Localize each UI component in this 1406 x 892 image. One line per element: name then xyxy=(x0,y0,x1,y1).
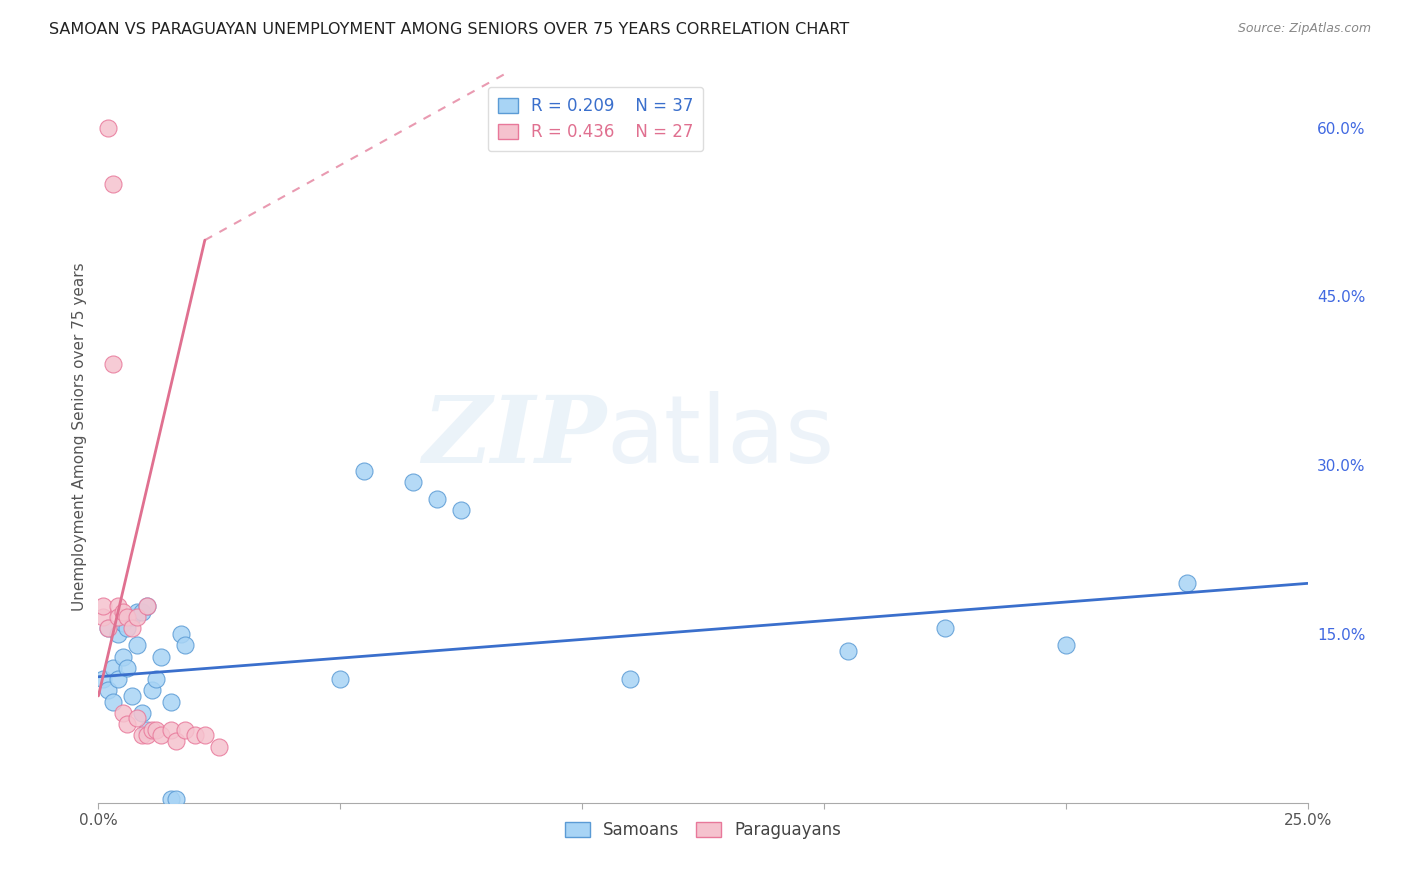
Point xyxy=(174,723,197,737)
Point xyxy=(127,605,149,619)
Point xyxy=(101,661,124,675)
Point xyxy=(91,599,114,613)
Point xyxy=(619,672,641,686)
Point xyxy=(837,644,859,658)
Point xyxy=(97,120,120,135)
Point xyxy=(329,672,352,686)
Point xyxy=(111,615,134,630)
Point xyxy=(107,610,129,624)
Point xyxy=(135,599,157,613)
Point xyxy=(194,728,217,742)
Point xyxy=(107,599,129,613)
Point xyxy=(127,711,149,725)
Point xyxy=(184,728,207,742)
Point xyxy=(426,491,449,506)
Point xyxy=(121,621,143,635)
Point xyxy=(141,723,163,737)
Point xyxy=(135,723,157,737)
Point xyxy=(160,792,183,806)
Point xyxy=(97,683,120,698)
Point xyxy=(91,672,114,686)
Point xyxy=(165,734,187,748)
Point xyxy=(208,739,231,754)
Point xyxy=(169,627,191,641)
Point xyxy=(97,621,120,635)
Y-axis label: Unemployment Among Seniors over 75 years: Unemployment Among Seniors over 75 years xyxy=(72,263,87,611)
Text: atlas: atlas xyxy=(606,391,835,483)
Point xyxy=(111,605,134,619)
Point xyxy=(353,464,375,478)
Point xyxy=(150,649,173,664)
Point xyxy=(141,683,163,698)
Point xyxy=(101,177,124,191)
Point xyxy=(131,728,153,742)
Point xyxy=(402,475,425,489)
Text: ZIP: ZIP xyxy=(422,392,606,482)
Point xyxy=(174,638,197,652)
Point xyxy=(121,689,143,703)
Point xyxy=(160,723,183,737)
Point xyxy=(127,638,149,652)
Point xyxy=(450,503,472,517)
Point xyxy=(97,621,120,635)
Point xyxy=(107,672,129,686)
Point xyxy=(101,357,124,371)
Point xyxy=(131,706,153,720)
Point xyxy=(117,661,139,675)
Point xyxy=(135,599,157,613)
Legend: Samoans, Paraguayans: Samoans, Paraguayans xyxy=(558,814,848,846)
Point xyxy=(107,627,129,641)
Point xyxy=(145,672,167,686)
Point xyxy=(117,610,139,624)
Point xyxy=(165,792,187,806)
Point xyxy=(117,621,139,635)
Point xyxy=(1175,576,1198,591)
Point xyxy=(91,610,114,624)
Point xyxy=(934,621,956,635)
Point xyxy=(111,649,134,664)
Point xyxy=(117,717,139,731)
Point xyxy=(111,706,134,720)
Point xyxy=(1054,638,1077,652)
Point xyxy=(101,694,124,708)
Point xyxy=(145,723,167,737)
Text: SAMOAN VS PARAGUAYAN UNEMPLOYMENT AMONG SENIORS OVER 75 YEARS CORRELATION CHART: SAMOAN VS PARAGUAYAN UNEMPLOYMENT AMONG … xyxy=(49,22,849,37)
Point xyxy=(121,610,143,624)
Point xyxy=(135,728,157,742)
Point xyxy=(127,610,149,624)
Text: Source: ZipAtlas.com: Source: ZipAtlas.com xyxy=(1237,22,1371,36)
Point xyxy=(160,694,183,708)
Point xyxy=(131,605,153,619)
Point xyxy=(150,728,173,742)
